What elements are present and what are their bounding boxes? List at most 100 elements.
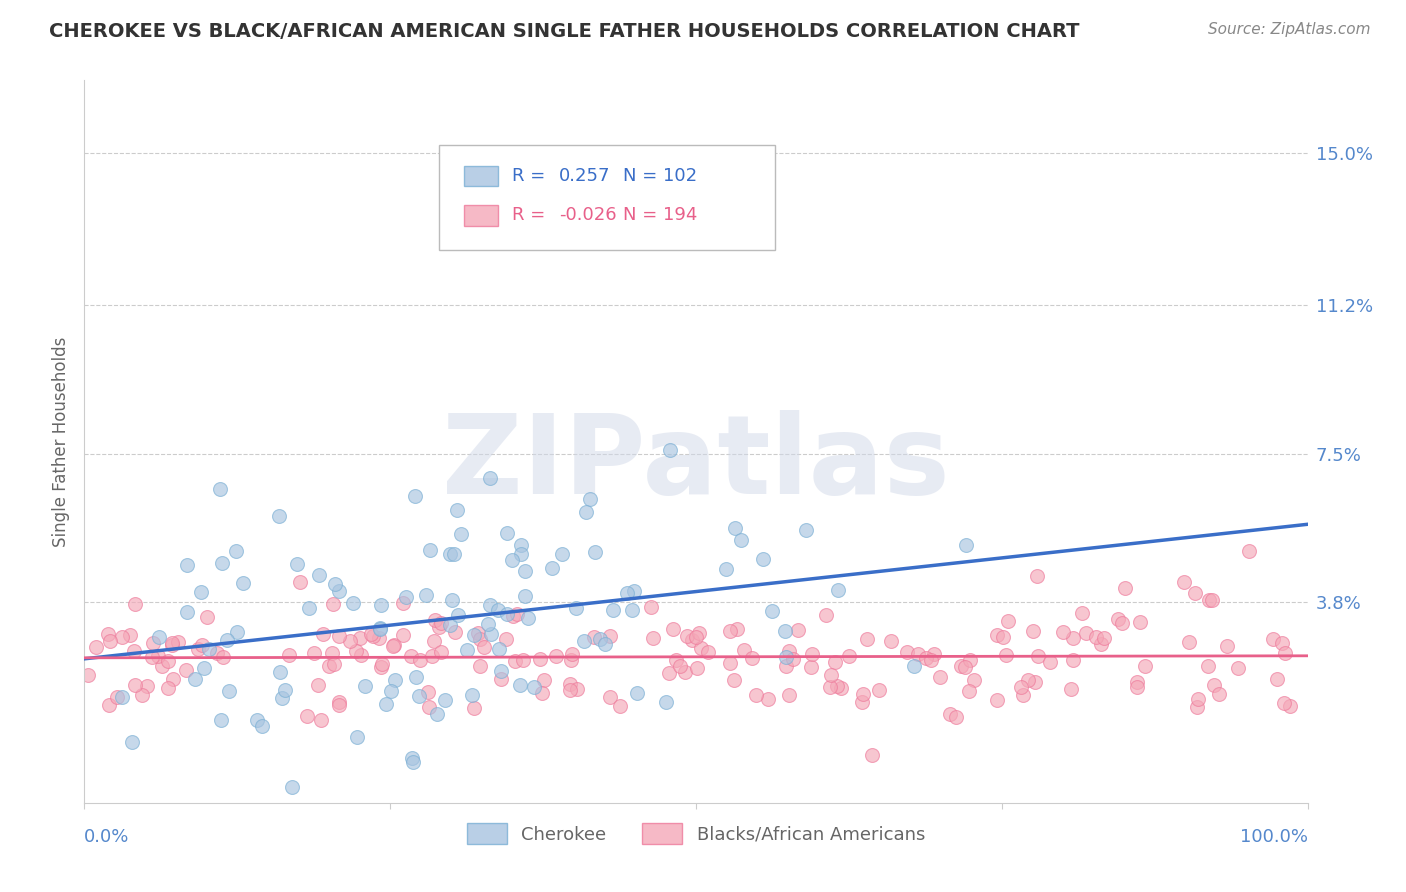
Point [285, 558, 308, 572]
Point [426, 707, 449, 722]
Point [794, 524, 817, 538]
Point [184, 673, 207, 687]
Point [156, 654, 179, 668]
Point [124, 678, 146, 692]
Point [463, 628, 485, 642]
Point [582, 631, 605, 645]
Point [405, 669, 427, 683]
Point [1226, 661, 1249, 675]
Point [463, 701, 485, 715]
Point [523, 680, 546, 694]
Point [574, 633, 596, 648]
Point [1184, 586, 1206, 600]
Point [688, 626, 710, 640]
Point [118, 628, 141, 642]
Point [1090, 637, 1112, 651]
Point [245, 713, 267, 727]
Point [176, 605, 198, 619]
Point [450, 527, 472, 541]
Point [191, 638, 214, 652]
Point [955, 538, 977, 552]
Point [599, 629, 621, 643]
Point [368, 621, 391, 635]
Point [496, 607, 519, 621]
Point [599, 690, 621, 705]
Text: 0.257: 0.257 [560, 168, 610, 186]
Point [560, 653, 582, 667]
Point [321, 646, 343, 660]
Point [1271, 636, 1294, 650]
Point [950, 659, 973, 673]
Point [640, 600, 662, 615]
Point [544, 648, 567, 663]
Point [641, 631, 664, 645]
Point [105, 690, 128, 704]
Point [827, 582, 849, 597]
Point [560, 683, 582, 698]
Point [510, 538, 533, 552]
Point [879, 633, 901, 648]
Point [1187, 700, 1209, 714]
Point [955, 659, 977, 673]
Point [1060, 681, 1083, 696]
Point [495, 632, 517, 646]
Point [162, 673, 184, 687]
Point [370, 660, 392, 674]
Point [225, 624, 247, 639]
Point [415, 588, 437, 602]
Point [1062, 653, 1084, 667]
Point [852, 687, 875, 701]
Point [616, 585, 638, 599]
Point [1092, 631, 1115, 645]
Point [395, 590, 418, 604]
Point [626, 685, 648, 699]
Point [915, 650, 938, 665]
Point [479, 470, 502, 484]
Point [714, 562, 737, 576]
Point [730, 533, 752, 547]
Point [176, 558, 198, 573]
Point [856, 632, 879, 646]
Point [344, 644, 367, 658]
Point [124, 597, 146, 611]
Point [439, 618, 461, 632]
Point [205, 646, 228, 660]
Point [225, 543, 247, 558]
Point [1216, 640, 1239, 654]
Y-axis label: Single Father Households: Single Father Households [52, 336, 70, 547]
Point [1265, 672, 1288, 686]
Point [658, 665, 681, 680]
Point [1278, 698, 1301, 713]
Point [328, 629, 350, 643]
Point [350, 648, 373, 662]
Point [346, 731, 368, 745]
Point [501, 553, 523, 567]
Point [481, 626, 503, 640]
Point [425, 613, 447, 627]
Point [218, 684, 240, 698]
Point [775, 650, 797, 665]
Point [232, 576, 254, 591]
Point [773, 624, 796, 638]
Point [440, 593, 463, 607]
Point [328, 698, 350, 712]
Point [121, 734, 143, 748]
Point [418, 700, 440, 714]
Point [488, 642, 510, 657]
Point [1062, 632, 1084, 646]
Point [368, 622, 391, 636]
Point [1128, 615, 1150, 629]
Point [174, 663, 197, 677]
Point [741, 651, 763, 665]
Point [673, 665, 696, 679]
Point [782, 652, 804, 666]
Point [307, 678, 329, 692]
Point [250, 719, 273, 733]
Text: Source: ZipAtlas.com: Source: ZipAtlas.com [1208, 22, 1371, 37]
Point [98, 633, 121, 648]
Point [131, 688, 153, 702]
Point [209, 713, 232, 727]
Point [509, 678, 531, 692]
Point [697, 645, 720, 659]
Legend: Cherokee, Blacks/African Americans: Cherokee, Blacks/African Americans [460, 816, 932, 852]
